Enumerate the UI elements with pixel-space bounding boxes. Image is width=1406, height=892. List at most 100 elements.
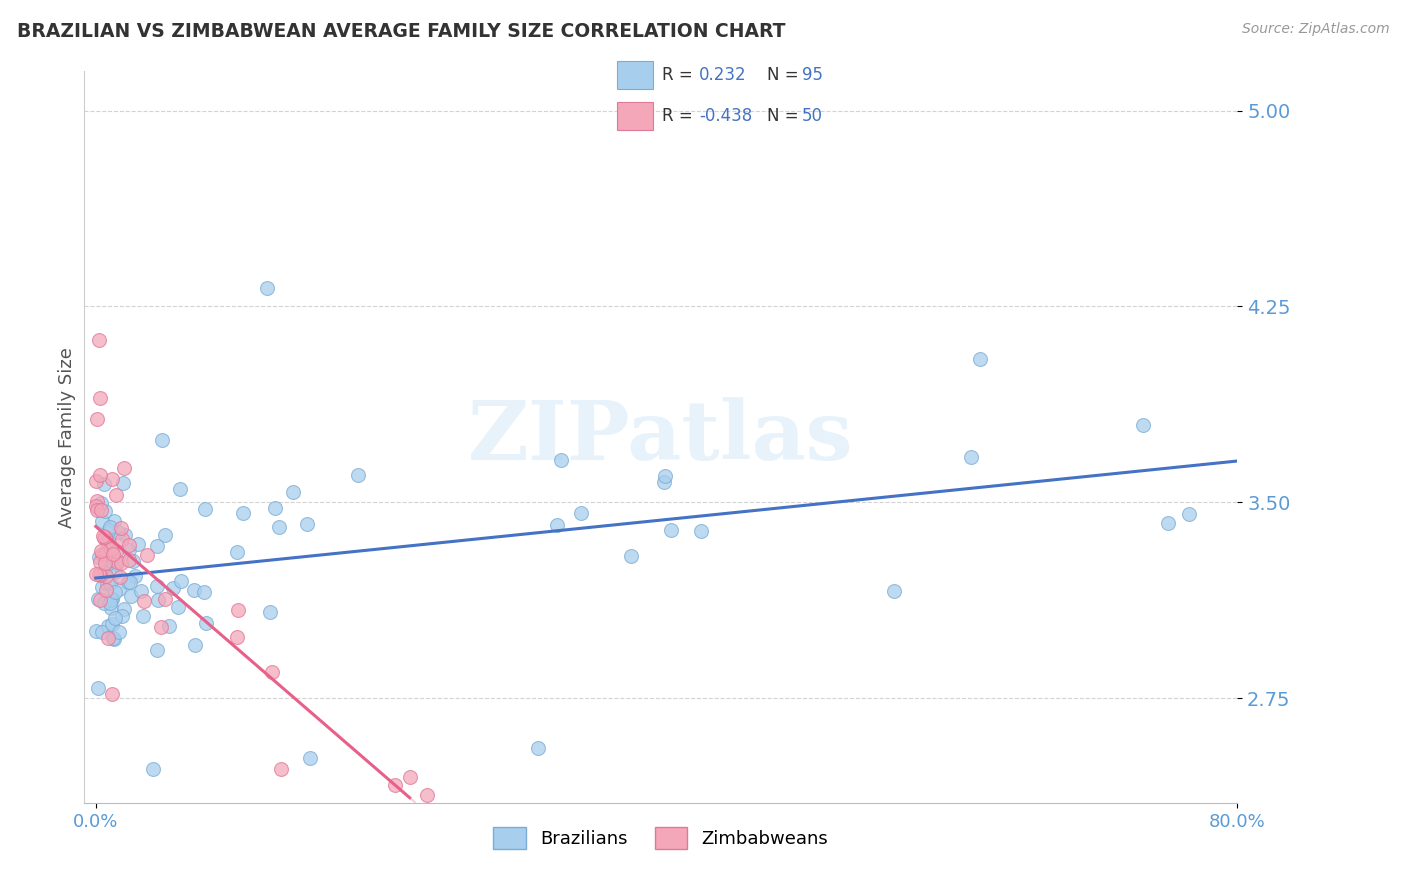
Point [89, 468, 111, 483]
Point [122, 554, 145, 568]
Point [117, 574, 139, 589]
Point [659, 523, 682, 537]
Point [183, 582, 205, 597]
Point [689, 524, 711, 538]
Point [120, 589, 142, 603]
Point [256, 281, 278, 295]
Point [93, 531, 115, 545]
Point [167, 599, 190, 614]
Text: 50: 50 [803, 107, 823, 125]
Point [97, 632, 120, 646]
Point [193, 585, 215, 599]
Point [94, 556, 117, 570]
Point [104, 487, 127, 501]
Point [110, 556, 132, 570]
Text: Source: ZipAtlas.com: Source: ZipAtlas.com [1241, 22, 1389, 37]
Text: R =: R = [662, 107, 699, 125]
Point [152, 433, 174, 447]
Point [129, 583, 152, 598]
Point [91, 624, 114, 639]
Point [270, 762, 292, 776]
Point [295, 517, 318, 532]
Point [105, 544, 128, 558]
Point [120, 575, 142, 590]
Point [960, 450, 983, 464]
Point [527, 741, 550, 756]
Point [103, 514, 125, 528]
Point [194, 502, 217, 516]
Point [104, 565, 127, 579]
Point [97, 556, 120, 570]
Point [100, 616, 122, 631]
Point [142, 762, 165, 776]
Point [100, 593, 122, 607]
Point [103, 547, 125, 561]
Point [114, 527, 136, 541]
Point [98, 520, 121, 534]
Point [118, 538, 141, 552]
Point [86, 681, 108, 695]
Point [100, 549, 122, 563]
Point [87, 334, 110, 348]
Point [101, 631, 124, 645]
Point [91, 529, 114, 543]
Point [93, 596, 115, 610]
Point [118, 552, 141, 566]
Point [384, 778, 406, 792]
Point [108, 582, 131, 596]
Point [146, 592, 169, 607]
Point [97, 619, 120, 633]
Point [89, 592, 111, 607]
Point [104, 584, 127, 599]
Point [101, 473, 124, 487]
Point [132, 594, 155, 608]
Point [100, 601, 122, 615]
Point [90, 544, 112, 558]
Point [146, 579, 169, 593]
Point [110, 532, 132, 546]
Point [135, 548, 157, 562]
Point [100, 541, 122, 556]
Point [550, 452, 572, 467]
Point [969, 351, 991, 366]
Bar [617, 102, 652, 130]
Point [398, 770, 420, 784]
Point [127, 537, 149, 551]
Point [86, 500, 108, 514]
Point [101, 591, 124, 606]
Text: 95: 95 [803, 66, 823, 84]
Point [98, 576, 121, 591]
Point [155, 591, 177, 606]
Point [195, 616, 218, 631]
Point [262, 665, 284, 680]
Point [93, 565, 115, 579]
Point [184, 638, 207, 652]
Point [124, 569, 146, 583]
Point [96, 535, 118, 549]
Point [226, 603, 249, 617]
Point [107, 525, 129, 540]
Point [263, 501, 285, 516]
Point [96, 544, 118, 558]
Point [149, 620, 172, 634]
Point [101, 544, 124, 558]
Point [89, 391, 111, 405]
Point [103, 632, 125, 646]
Point [96, 582, 118, 597]
Point [546, 518, 568, 533]
Point [153, 527, 176, 541]
Point [1132, 417, 1154, 432]
Text: N =: N = [766, 66, 803, 84]
Point [226, 545, 249, 559]
Point [883, 583, 905, 598]
Point [112, 460, 135, 475]
Point [104, 557, 127, 571]
Text: N =: N = [766, 107, 803, 125]
Point [118, 543, 141, 558]
Point [654, 469, 676, 483]
Point [97, 532, 120, 546]
Point [89, 555, 111, 569]
Point [89, 567, 111, 582]
Point [569, 506, 592, 520]
Point [620, 549, 643, 564]
